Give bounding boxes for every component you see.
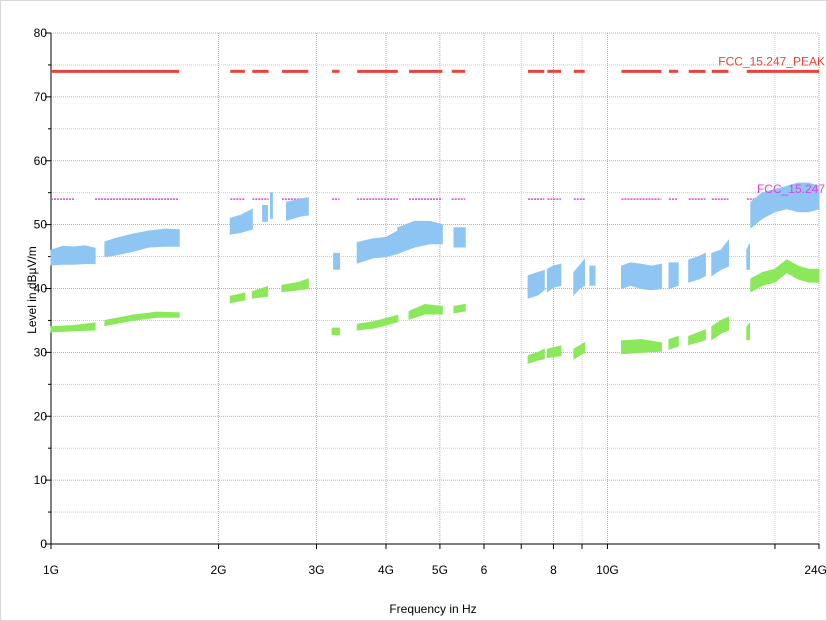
peak-trace-segment — [573, 258, 586, 297]
tick-labels: 0 10 20 30 40 50 60 70 80 1G 2G 3G 4G 5G 6 8 10G 24G FCC_1… — [34, 26, 827, 577]
peak-trace-segment — [333, 252, 340, 270]
y-tick-label: 80 — [34, 26, 48, 40]
plot-axes — [45, 32, 820, 549]
y-tick-label: 70 — [34, 90, 48, 104]
limit-line-label: FCC_15.247 — [757, 182, 825, 196]
average-trace-segment — [711, 316, 729, 341]
average-trace-segment — [750, 259, 820, 293]
x-tick-label: 10G — [596, 563, 619, 577]
y-tick-label: 50 — [34, 218, 48, 232]
limit-line-label: FCC_15.247_PEAK — [718, 54, 825, 68]
peak-trace-segment — [270, 192, 273, 219]
average-trace-segment — [50, 322, 96, 333]
y-axis-title: Level in dBµV/m — [25, 246, 39, 334]
y-tick-label: 60 — [34, 154, 48, 168]
peak-trace-segment — [746, 243, 750, 270]
limit-lines — [51, 69, 819, 200]
peak-trace-segment — [453, 227, 466, 248]
average-trace-segment — [356, 314, 399, 331]
y-tick-label: 20 — [34, 409, 48, 423]
x-tick-label: 6 — [481, 563, 488, 577]
peak-trace-segment — [589, 265, 596, 286]
average-trace-segment — [251, 285, 268, 299]
peak-trace-segment — [262, 205, 268, 222]
x-tick-label: 3G — [308, 563, 324, 577]
y-tick-label: 10 — [34, 473, 48, 487]
average-trace-segment — [408, 303, 443, 320]
x-tick-label: 8 — [550, 563, 557, 577]
peak-trace-segment — [397, 220, 443, 255]
peak-trace-segment — [668, 262, 679, 290]
peak-trace-segment — [546, 263, 562, 293]
y-tick-label: 40 — [34, 282, 48, 296]
average-trace-segment — [527, 348, 545, 364]
peak-trace-segment — [229, 208, 253, 235]
average-trace-segment — [688, 329, 706, 346]
peak-trace-segment — [286, 197, 309, 221]
peak-trace-segment — [50, 245, 96, 266]
y-tick-label: 0 — [40, 537, 47, 551]
average-trace-segment — [104, 311, 180, 327]
x-tick-label: 2G — [210, 563, 226, 577]
peak-trace-segment — [104, 228, 180, 258]
average-trace-segment — [281, 278, 309, 293]
average-trace-segment — [546, 345, 562, 359]
peak-trace-segment — [621, 262, 662, 291]
x-tick-label: 24G — [804, 563, 827, 577]
average-trace-segment — [668, 335, 679, 350]
average-trace-segment — [229, 292, 246, 304]
measurement-traces — [50, 182, 820, 364]
x-tick-label: 4G — [378, 563, 394, 577]
peak-trace-segment — [527, 269, 545, 299]
x-tick-label: 1G — [43, 563, 59, 577]
x-tick-label: 5G — [432, 563, 448, 577]
average-trace-segment — [331, 327, 340, 335]
peak-trace-segment — [750, 182, 820, 229]
average-trace-segment — [453, 303, 466, 314]
peak-trace-segment — [688, 252, 706, 283]
peak-trace-segment — [711, 239, 729, 277]
grid-lines — [50, 32, 820, 545]
peak-trace-segment — [356, 230, 399, 264]
average-trace-segment — [746, 322, 750, 341]
y-tick-label: 30 — [34, 345, 48, 359]
x-axis-title: Frequency in Hz — [389, 602, 476, 616]
average-trace-segment — [573, 341, 586, 360]
average-trace-segment — [621, 339, 662, 355]
